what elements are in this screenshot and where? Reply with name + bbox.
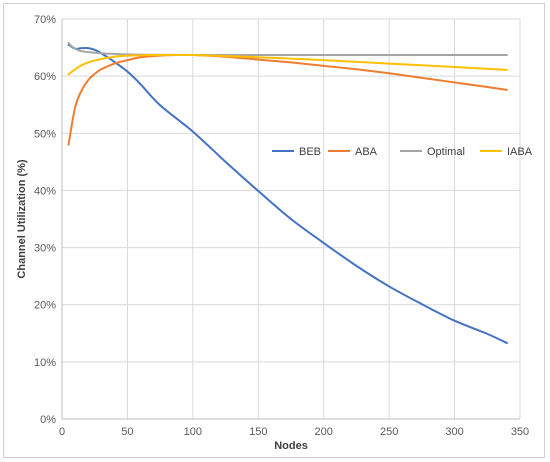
y-tick-labels: 0% 10% 20% 30% 40% 50% 60% 70% bbox=[34, 14, 56, 426]
series-line-beb bbox=[67, 43, 508, 344]
y-tick-label: 0% bbox=[40, 414, 56, 426]
series-lines bbox=[67, 42, 508, 344]
x-tick-label: 350 bbox=[511, 426, 529, 438]
x-tick-label: 300 bbox=[445, 426, 463, 438]
x-tick-label: 200 bbox=[315, 426, 333, 438]
y-axis-title: Channel Utilization (%) bbox=[16, 159, 28, 279]
x-tick-label: 250 bbox=[380, 426, 398, 438]
series-line-optimal bbox=[67, 42, 508, 57]
x-tick-label: 0 bbox=[59, 426, 65, 438]
x-tick-label: 150 bbox=[249, 426, 267, 438]
axes bbox=[61, 19, 520, 420]
y-tick-label: 70% bbox=[34, 14, 56, 26]
legend-label-optimal: Optimal bbox=[427, 146, 465, 158]
y-tick-label: 50% bbox=[34, 128, 56, 140]
legend-label-aba: ABA bbox=[355, 146, 378, 158]
y-tick-label: 60% bbox=[34, 71, 56, 83]
grid-lines bbox=[62, 18, 521, 419]
series-line-aba bbox=[67, 53, 508, 146]
y-tick-label: 20% bbox=[34, 300, 56, 312]
y-tick-label: 30% bbox=[34, 243, 56, 255]
x-tick-labels: 0 50 100 150 200 250 300 350 bbox=[59, 426, 529, 438]
y-tick-label: 10% bbox=[34, 357, 56, 369]
series-line-iaba bbox=[67, 53, 508, 76]
legend-label-iaba: IABA bbox=[507, 146, 533, 158]
x-tick-label: 50 bbox=[121, 426, 133, 438]
legend: BEB ABA Optimal IABA bbox=[272, 146, 533, 158]
x-tick-label: 100 bbox=[184, 426, 202, 438]
y-tick-label: 40% bbox=[34, 185, 56, 197]
legend-label-beb: BEB bbox=[299, 146, 321, 158]
x-axis-title: Nodes bbox=[274, 440, 308, 452]
